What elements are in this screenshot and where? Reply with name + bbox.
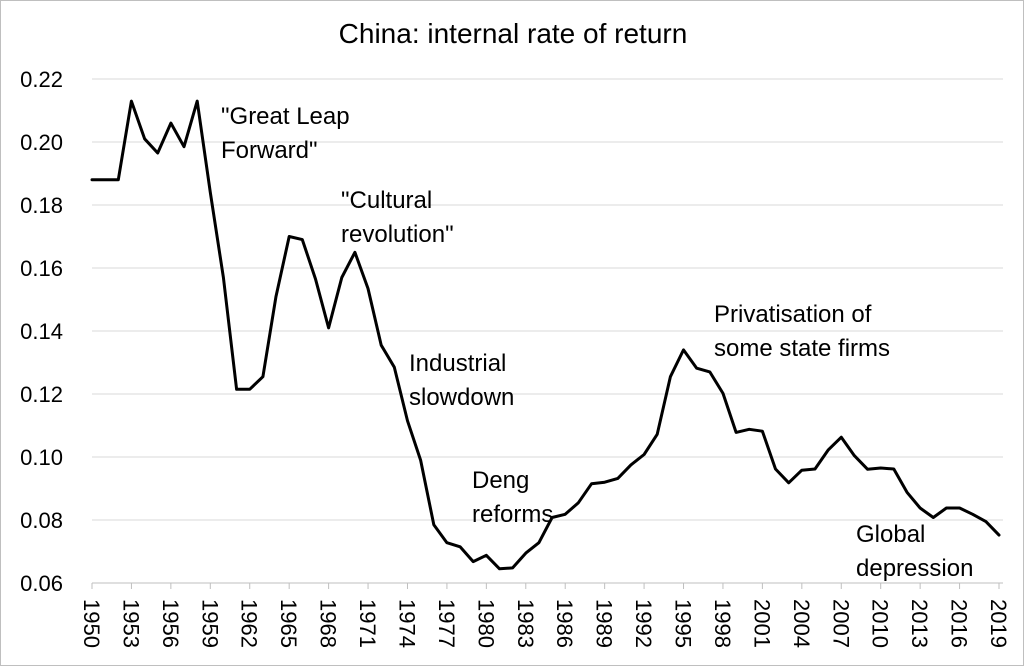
series-line <box>90 99 1001 571</box>
x-tick-label: 1977 <box>434 599 459 648</box>
x-tick-label: 2001 <box>749 599 774 648</box>
x-tick-label: 1953 <box>118 599 143 648</box>
annotation-line: "Great Leap <box>221 103 350 130</box>
x-tick-label: 1989 <box>592 599 617 648</box>
x-tick-label: 1983 <box>513 599 538 648</box>
x-tick-label: 1968 <box>316 599 341 648</box>
annotation-label: Privatisation of some state firms <box>714 301 890 362</box>
x-tick-label: 1995 <box>671 599 696 648</box>
y-tick-label: 0.10 <box>20 445 63 470</box>
annotation-line: slowdown <box>409 384 514 411</box>
y-axis-ticks: 0.06 0.08 0.10 0.12 0.14 0.16 0.18 0.20 0.22 <box>20 67 63 596</box>
y-tick-label: 0.22 <box>20 67 63 92</box>
annotations: "Great Leap Forward" "Cultural revolution" I… <box>221 103 973 582</box>
annotation-line: Privatisation of <box>714 301 872 328</box>
chart-title: China: internal rate of return <box>339 18 688 49</box>
series-layer <box>90 99 1001 571</box>
x-tick-label: 2016 <box>947 599 972 648</box>
annotation-line: Industrial <box>409 350 506 377</box>
annotation-label: Global depression <box>856 521 973 582</box>
x-tick-label: 1986 <box>552 599 577 648</box>
y-tick-label: 0.16 <box>20 256 63 281</box>
annotation-line: some state firms <box>714 335 890 362</box>
y-tick-label: 0.20 <box>20 130 63 155</box>
x-tick-label: 1956 <box>158 599 183 648</box>
x-tick-label: 2010 <box>868 599 893 648</box>
annotation-label: "Great Leap Forward" <box>221 103 350 164</box>
x-tick-label: 1959 <box>197 599 222 648</box>
gridlines <box>92 78 1003 584</box>
y-tick-label: 0.12 <box>20 382 63 407</box>
x-tick-label: 2013 <box>907 599 932 648</box>
annotation-line: depression <box>856 555 973 582</box>
annotation-line: reforms <box>472 501 553 528</box>
x-tick-label: 1998 <box>710 599 735 648</box>
x-tick-label: 1950 <box>79 599 104 648</box>
x-tick-label: 1962 <box>237 599 262 648</box>
annotation-line: Deng <box>472 467 529 494</box>
x-tick-label: 2004 <box>789 599 814 648</box>
annotation-line: Forward" <box>221 137 318 164</box>
annotation-line: "Cultural <box>341 187 432 214</box>
x-tick-label: 1974 <box>394 599 419 648</box>
annotation-label: Deng reforms <box>472 467 553 528</box>
annotation-line: Global <box>856 521 925 548</box>
y-tick-label: 0.06 <box>20 571 63 596</box>
x-tick-label: 1971 <box>355 599 380 648</box>
annotation-label: Industrial slowdown <box>409 350 514 411</box>
y-tick-label: 0.18 <box>20 193 63 218</box>
annotation-line: revolution" <box>341 221 454 248</box>
x-tick-label: 2019 <box>986 599 1011 648</box>
x-tick-label: 1980 <box>473 599 498 648</box>
x-tick-label: 1965 <box>276 599 301 648</box>
y-tick-label: 0.08 <box>20 508 63 533</box>
x-tick-label: 1992 <box>631 599 656 648</box>
y-tick-label: 0.14 <box>20 319 63 344</box>
x-tick-label: 2007 <box>828 599 853 648</box>
x-axis-ticks: 1950 1953 1956 1959 1962 1965 1968 1971 1974 1977… <box>79 583 1011 648</box>
annotation-label: "Cultural revolution" <box>341 187 454 248</box>
